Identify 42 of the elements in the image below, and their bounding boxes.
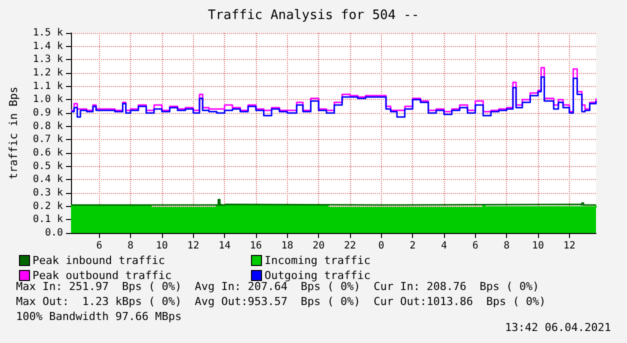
x-tick-label: 10	[532, 240, 544, 252]
x-tick-label: 20	[312, 240, 325, 252]
x-tick-label: 6	[472, 240, 478, 252]
legend-label: Peak inbound traffic	[32, 254, 165, 267]
y-tick-label: 0.5 k	[32, 160, 63, 172]
y-tick-label: 1.1 k	[32, 80, 63, 92]
x-tick-label: 0	[378, 240, 384, 252]
y-tick-label: 1.4 k	[32, 40, 63, 52]
y-tick-label: 0.3 k	[32, 188, 63, 198]
y-tick-label: 1.0 k	[32, 94, 63, 106]
x-tick-label: 16	[250, 240, 262, 252]
y-tick-label: 0.4 k	[32, 174, 63, 186]
x-tick-label: 2	[410, 240, 416, 252]
legend-label: Outgoing traffic	[264, 269, 370, 282]
x-tick-label: 12	[563, 240, 576, 252]
chart-title: Traffic Analysis for 504 --	[208, 8, 420, 23]
text: 13:42 06.04.2021	[505, 321, 612, 334]
text: 100% Bandwidth 97.66 MBps	[16, 310, 182, 323]
x-tick-label: 14	[218, 240, 231, 252]
x-tick-label: 4	[440, 240, 447, 252]
y-axis-title: traffic in Bps	[7, 86, 20, 180]
x-tick-label: 22	[344, 240, 356, 252]
legend-label: Peak outbound traffic	[32, 269, 172, 282]
x-tick-label: 6	[96, 240, 102, 252]
x-tick-label: 8	[504, 240, 510, 252]
y-tick-label: 0.1 k	[32, 214, 63, 226]
text: Max In: 251.97 Bps ( 0%) Avg In: 207.64 Bps ( 0%) Cur In: 208.76 Bps ( 0%)	[16, 280, 540, 293]
y-tick-label: 1.2 k	[32, 68, 63, 78]
x-tick-label: 12	[187, 240, 200, 252]
y-tick-label: 1.5 k	[32, 28, 63, 38]
y-tick-label: 0.9 k	[32, 108, 63, 118]
y-tick-label: 0.8 k	[32, 120, 63, 132]
y-tick-label: 0.2 k	[32, 200, 63, 212]
y-tick-label: 1.3 k	[32, 54, 63, 66]
text: Max Out: 1.23 kBps ( 0%) Avg Out:953.57 Bps ( 0%) Cur Out:1013.86 Bps ( 0%)	[16, 295, 546, 308]
x-tick-label: 10	[156, 240, 168, 252]
x-tick-label: 8	[128, 240, 134, 252]
legend-label: Incoming traffic	[264, 254, 370, 267]
y-tick-label: 0.6 k	[32, 148, 63, 158]
y-tick-label: 0.7 k	[32, 134, 63, 146]
x-tick-label: 18	[281, 240, 294, 252]
y-tick-label: 0.0	[44, 228, 63, 238]
